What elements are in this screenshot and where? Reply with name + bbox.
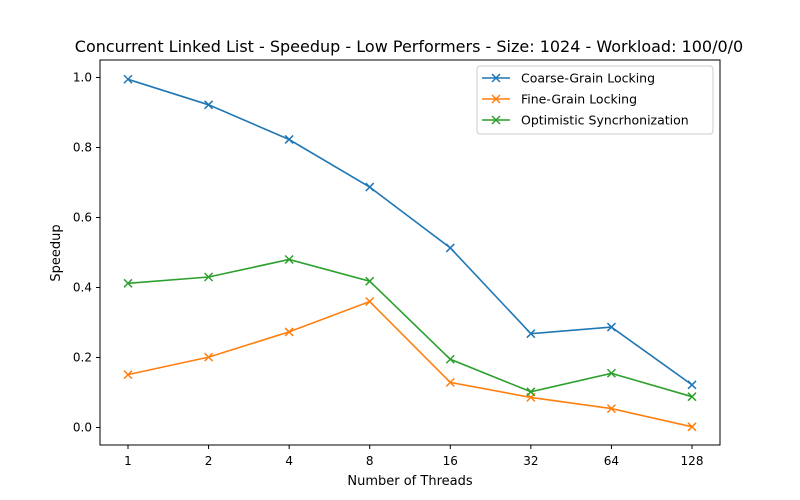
y-tick-label: 0.4 xyxy=(73,281,92,295)
legend-marker xyxy=(491,115,501,125)
series-1 xyxy=(123,74,697,390)
y-tick-label: 1.0 xyxy=(73,71,92,85)
series-line xyxy=(127,78,693,386)
y-tick-label: 0.6 xyxy=(73,211,92,225)
data-point xyxy=(445,354,455,364)
x-tick-label: 128 xyxy=(681,454,704,468)
data-point xyxy=(365,296,375,307)
legend-label: Optimistic Syncrhonization xyxy=(521,113,689,128)
y-tick-label: 0.2 xyxy=(73,351,92,365)
series-layer xyxy=(123,74,697,432)
x-axis: 1 2 4 8 16 32 64 128 xyxy=(124,445,703,468)
chart-title: Concurrent Linked List - Speedup - Low P… xyxy=(75,37,743,56)
y-tick-label: 0.0 xyxy=(73,421,92,435)
data-point xyxy=(365,276,375,286)
y-tick-label: 0.8 xyxy=(73,141,92,155)
legend-entry: Optimistic Syncrhonization xyxy=(482,113,689,128)
x-axis-label: Number of Threads xyxy=(347,474,472,489)
data-point xyxy=(606,322,616,332)
data-point xyxy=(687,392,697,402)
legend-label: Coarse-Grain Locking xyxy=(521,71,655,86)
legend-marker xyxy=(491,73,501,83)
data-point xyxy=(123,370,133,380)
data-point xyxy=(606,404,616,414)
data-point xyxy=(204,352,214,362)
x-tick-label: 64 xyxy=(604,454,619,468)
data-point xyxy=(204,272,214,282)
legend-entry: Coarse-Grain Locking xyxy=(482,71,655,86)
y-axis-label: Speedup xyxy=(49,224,64,281)
legend-entries: Coarse-Grain Locking Fine-Grain Locking Op… xyxy=(482,71,689,128)
data-point xyxy=(123,278,133,288)
series-3 xyxy=(123,254,697,402)
data-point xyxy=(606,368,616,378)
data-point xyxy=(365,182,375,192)
series-line xyxy=(127,258,693,398)
data-point xyxy=(445,377,455,387)
plot-area xyxy=(99,59,721,446)
legend-marker xyxy=(491,94,501,104)
data-point xyxy=(204,100,214,110)
data-point xyxy=(526,387,536,397)
data-point xyxy=(687,422,697,432)
data-point xyxy=(284,254,294,265)
y-axis: 0.0 0.2 0.4 0.6 0.8 1.0 xyxy=(73,71,100,435)
data-point xyxy=(284,327,294,337)
legend-entry: Fine-Grain Locking xyxy=(482,92,637,107)
x-tick-label: 8 xyxy=(366,454,374,468)
data-point xyxy=(123,74,133,84)
data-point xyxy=(284,134,294,144)
x-tick-label: 4 xyxy=(285,454,293,468)
legend: Coarse-Grain Locking Fine-Grain Locking Op… xyxy=(476,65,714,135)
series-line xyxy=(127,300,693,428)
x-tick-label: 1 xyxy=(124,454,132,468)
x-tick-label: 2 xyxy=(205,454,213,468)
x-tick-label: 16 xyxy=(443,454,458,468)
series-2 xyxy=(123,296,697,432)
x-tick-label: 32 xyxy=(523,454,538,468)
data-point xyxy=(687,380,697,390)
data-point xyxy=(526,329,536,339)
data-point xyxy=(445,243,455,253)
legend-box xyxy=(476,65,714,135)
legend-label: Fine-Grain Locking xyxy=(521,92,637,107)
